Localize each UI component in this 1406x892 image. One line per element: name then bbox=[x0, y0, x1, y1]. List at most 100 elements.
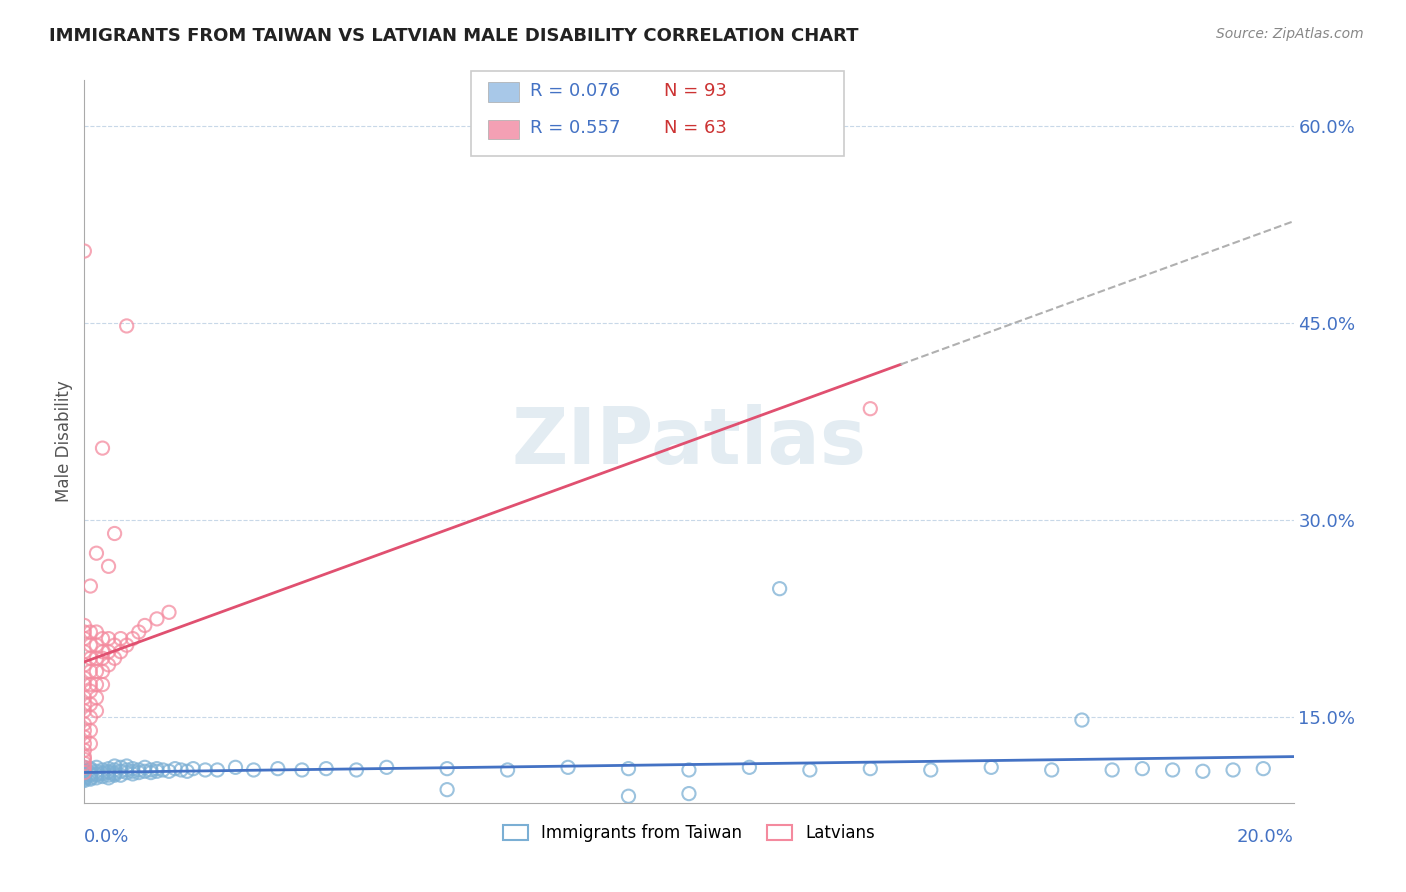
Point bbox=[115, 759, 138, 773]
Point bbox=[73, 765, 96, 780]
Point bbox=[110, 760, 132, 774]
Point bbox=[157, 764, 180, 779]
Point bbox=[496, 763, 519, 777]
Point bbox=[86, 771, 108, 785]
Point bbox=[97, 765, 120, 780]
Point bbox=[73, 760, 96, 774]
Point bbox=[79, 737, 101, 751]
Point bbox=[1253, 762, 1275, 776]
Point bbox=[104, 765, 127, 780]
Point bbox=[104, 526, 127, 541]
Point bbox=[79, 684, 101, 698]
Point bbox=[104, 763, 127, 777]
Point bbox=[86, 638, 108, 652]
Point bbox=[97, 632, 120, 646]
Point bbox=[104, 768, 127, 782]
Point bbox=[79, 723, 101, 738]
Point bbox=[86, 651, 108, 665]
Point bbox=[73, 737, 96, 751]
Point bbox=[73, 723, 96, 738]
Point bbox=[79, 763, 101, 777]
Point bbox=[1192, 764, 1215, 779]
Point bbox=[86, 704, 108, 718]
Point bbox=[73, 690, 96, 705]
Point bbox=[207, 763, 229, 777]
Point bbox=[115, 765, 138, 780]
Point bbox=[346, 763, 368, 777]
Point bbox=[1222, 763, 1244, 777]
Point bbox=[73, 618, 96, 632]
Point bbox=[139, 765, 162, 780]
Point bbox=[79, 698, 101, 712]
Point bbox=[79, 638, 101, 652]
Point bbox=[79, 651, 101, 665]
Point bbox=[86, 768, 108, 782]
Point bbox=[920, 763, 942, 777]
Point bbox=[91, 651, 114, 665]
Point bbox=[73, 244, 96, 258]
Point bbox=[121, 764, 143, 779]
Point bbox=[1101, 763, 1123, 777]
Point bbox=[79, 772, 101, 786]
Point bbox=[436, 782, 458, 797]
Text: IMMIGRANTS FROM TAIWAN VS LATVIAN MALE DISABILITY CORRELATION CHART: IMMIGRANTS FROM TAIWAN VS LATVIAN MALE D… bbox=[49, 27, 859, 45]
Point bbox=[73, 717, 96, 731]
Point bbox=[738, 760, 761, 774]
Point bbox=[769, 582, 792, 596]
Point bbox=[152, 763, 174, 777]
Point bbox=[557, 760, 579, 774]
Point bbox=[73, 671, 96, 685]
Point bbox=[170, 763, 193, 777]
Point bbox=[91, 645, 114, 659]
Point bbox=[73, 756, 96, 771]
Point bbox=[86, 760, 108, 774]
Point bbox=[97, 764, 120, 779]
Point bbox=[73, 752, 96, 766]
Point bbox=[91, 441, 114, 455]
Point bbox=[859, 401, 882, 416]
Point bbox=[91, 767, 114, 781]
Point bbox=[115, 638, 138, 652]
Point bbox=[79, 625, 101, 640]
Point bbox=[97, 762, 120, 776]
Point bbox=[110, 632, 132, 646]
Point bbox=[115, 763, 138, 777]
Point bbox=[73, 730, 96, 744]
Point bbox=[139, 763, 162, 777]
Point bbox=[73, 677, 96, 691]
Point bbox=[1071, 713, 1094, 727]
Point bbox=[73, 771, 96, 785]
Point bbox=[91, 665, 114, 679]
Point bbox=[73, 760, 96, 774]
Text: 0.0%: 0.0% bbox=[84, 828, 129, 846]
Point bbox=[73, 770, 96, 784]
Point bbox=[375, 760, 398, 774]
Point bbox=[86, 665, 108, 679]
Point bbox=[73, 632, 96, 646]
Point bbox=[315, 762, 337, 776]
Point bbox=[110, 768, 132, 782]
Point bbox=[678, 763, 700, 777]
Text: R = 0.557: R = 0.557 bbox=[530, 120, 620, 137]
Point bbox=[146, 762, 169, 776]
Point bbox=[73, 765, 96, 780]
Text: N = 63: N = 63 bbox=[664, 120, 727, 137]
Legend: Immigrants from Taiwan, Latvians: Immigrants from Taiwan, Latvians bbox=[496, 817, 882, 848]
Point bbox=[79, 771, 101, 785]
Point bbox=[79, 677, 101, 691]
Text: N = 93: N = 93 bbox=[664, 82, 727, 100]
Point bbox=[97, 771, 120, 785]
Point bbox=[91, 763, 114, 777]
Point bbox=[91, 677, 114, 691]
Point bbox=[73, 773, 96, 788]
Point bbox=[73, 698, 96, 712]
Point bbox=[110, 645, 132, 659]
Point bbox=[97, 645, 120, 659]
Point bbox=[134, 618, 156, 632]
Point bbox=[181, 762, 204, 776]
Point bbox=[165, 762, 187, 776]
Point bbox=[86, 690, 108, 705]
Point bbox=[859, 762, 882, 776]
Point bbox=[73, 772, 96, 786]
Point bbox=[121, 767, 143, 781]
